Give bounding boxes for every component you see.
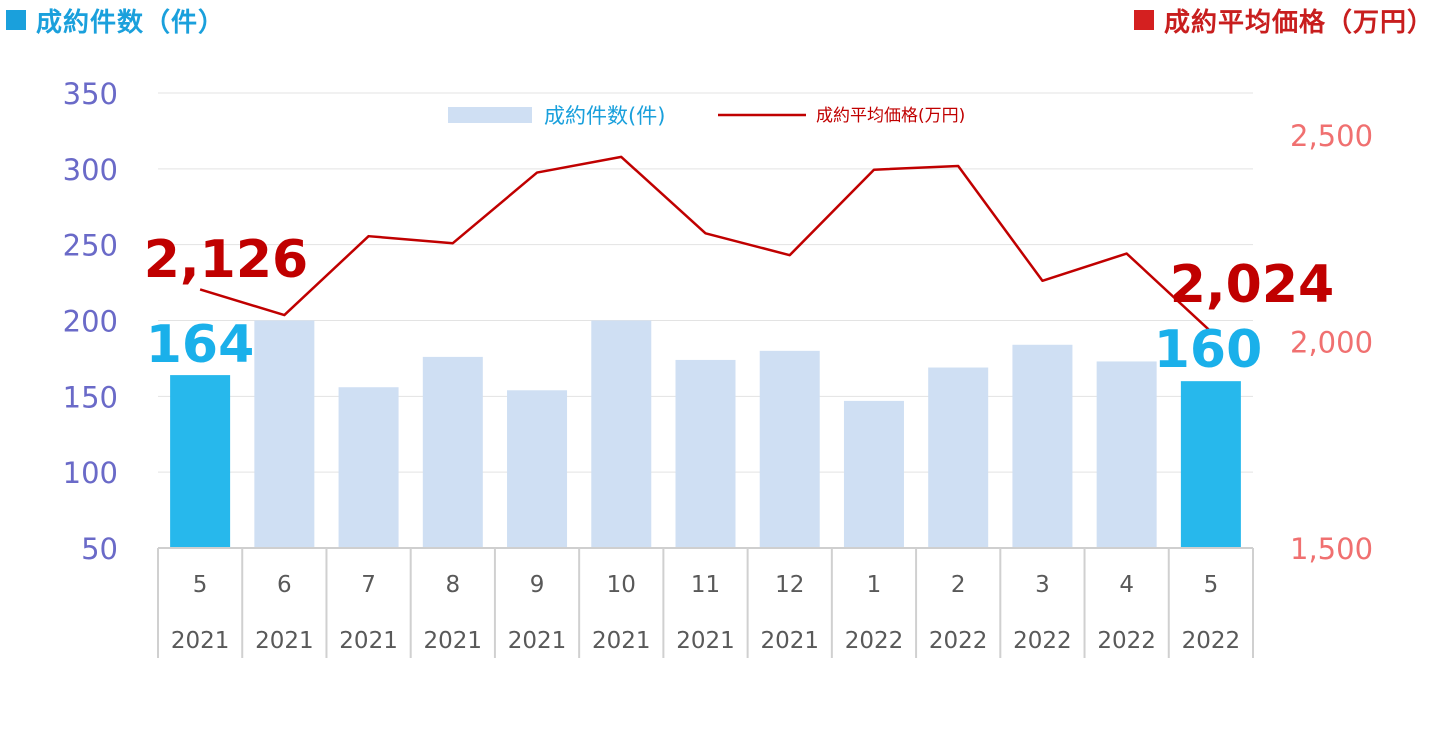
bar (1180, 381, 1241, 548)
bar (843, 400, 904, 548)
x-tick-label-month: 2 (951, 572, 966, 598)
bar (1096, 361, 1157, 548)
x-tick-label-month: 11 (691, 572, 720, 598)
red-square-icon (1133, 10, 1154, 30)
x-tick-label-month: 9 (530, 572, 545, 598)
bar (928, 367, 989, 548)
bar (507, 390, 568, 548)
data-label: 2,126 (144, 230, 308, 290)
bar (338, 387, 399, 548)
x-tick-label-year: 2021 (339, 628, 398, 654)
x-tick-label-year: 2022 (929, 628, 988, 654)
x-tick-label-month: 8 (445, 572, 460, 598)
y-left-tick-label: 150 (63, 380, 118, 414)
data-label: 164 (146, 315, 255, 375)
x-tick-label-month: 12 (775, 572, 804, 598)
x-tick-label-year: 2021 (255, 628, 314, 654)
data-label: 2,024 (1170, 255, 1334, 315)
x-tick-label-year: 2021 (171, 628, 230, 654)
bar (591, 320, 652, 548)
left-axis-title: 成約件数（件） (6, 0, 225, 40)
legend-bar-label: 成約件数(件) (544, 104, 665, 128)
x-tick-label-year: 2021 (508, 628, 567, 654)
x-tick-label-year: 2021 (592, 628, 651, 654)
y-left-tick-label: 200 (63, 305, 118, 339)
y-right-tick-label: 2,000 (1290, 326, 1373, 360)
bar (675, 359, 736, 548)
right-axis-title: 成約平均価格（万円） (1133, 0, 1434, 40)
blue-square-icon (6, 10, 26, 30)
x-tick-label-year: 2022 (1182, 628, 1241, 654)
x-tick-label-year: 2021 (760, 628, 819, 654)
x-tick-label-year: 2022 (1097, 628, 1156, 654)
x-tick-label-month: 1 (867, 572, 882, 598)
y-right-tick-label: 1,500 (1290, 532, 1373, 566)
y-left-tick-label: 350 (63, 77, 118, 111)
x-tick-label-month: 4 (1119, 572, 1134, 598)
x-tick-label-month: 6 (277, 572, 292, 598)
y-right-tick-label: 2,500 (1290, 119, 1373, 153)
x-tick-label-month: 10 (607, 572, 636, 598)
x-tick-label-year: 2021 (424, 628, 483, 654)
bar (759, 350, 820, 548)
bar (422, 356, 483, 548)
x-tick-label-month: 3 (1035, 572, 1050, 598)
right-axis-title-text: 成約平均価格（万円） (1163, 7, 1434, 38)
bar (1012, 344, 1073, 548)
legend-line-label: 成約平均価格(万円) (816, 106, 965, 126)
y-left-tick-label: 250 (63, 229, 118, 263)
y-left-tick-label: 300 (63, 153, 118, 187)
bar (170, 375, 231, 548)
x-tick-label-month: 5 (1204, 572, 1219, 598)
price-line (199, 155, 1212, 333)
left-axis-title-text: 成約件数（件） (36, 7, 226, 38)
legend-bar-swatch (448, 107, 532, 123)
bar (254, 320, 315, 548)
y-left-tick-label: 100 (63, 456, 118, 490)
x-tick-label-month: 5 (193, 572, 208, 598)
data-label: 160 (1154, 320, 1263, 380)
y-left-tick-label: 50 (81, 532, 118, 566)
x-tick-label-month: 7 (361, 572, 376, 598)
x-tick-label-year: 2022 (845, 628, 904, 654)
x-tick-label-year: 2021 (676, 628, 735, 654)
x-tick-label-year: 2022 (1013, 628, 1072, 654)
